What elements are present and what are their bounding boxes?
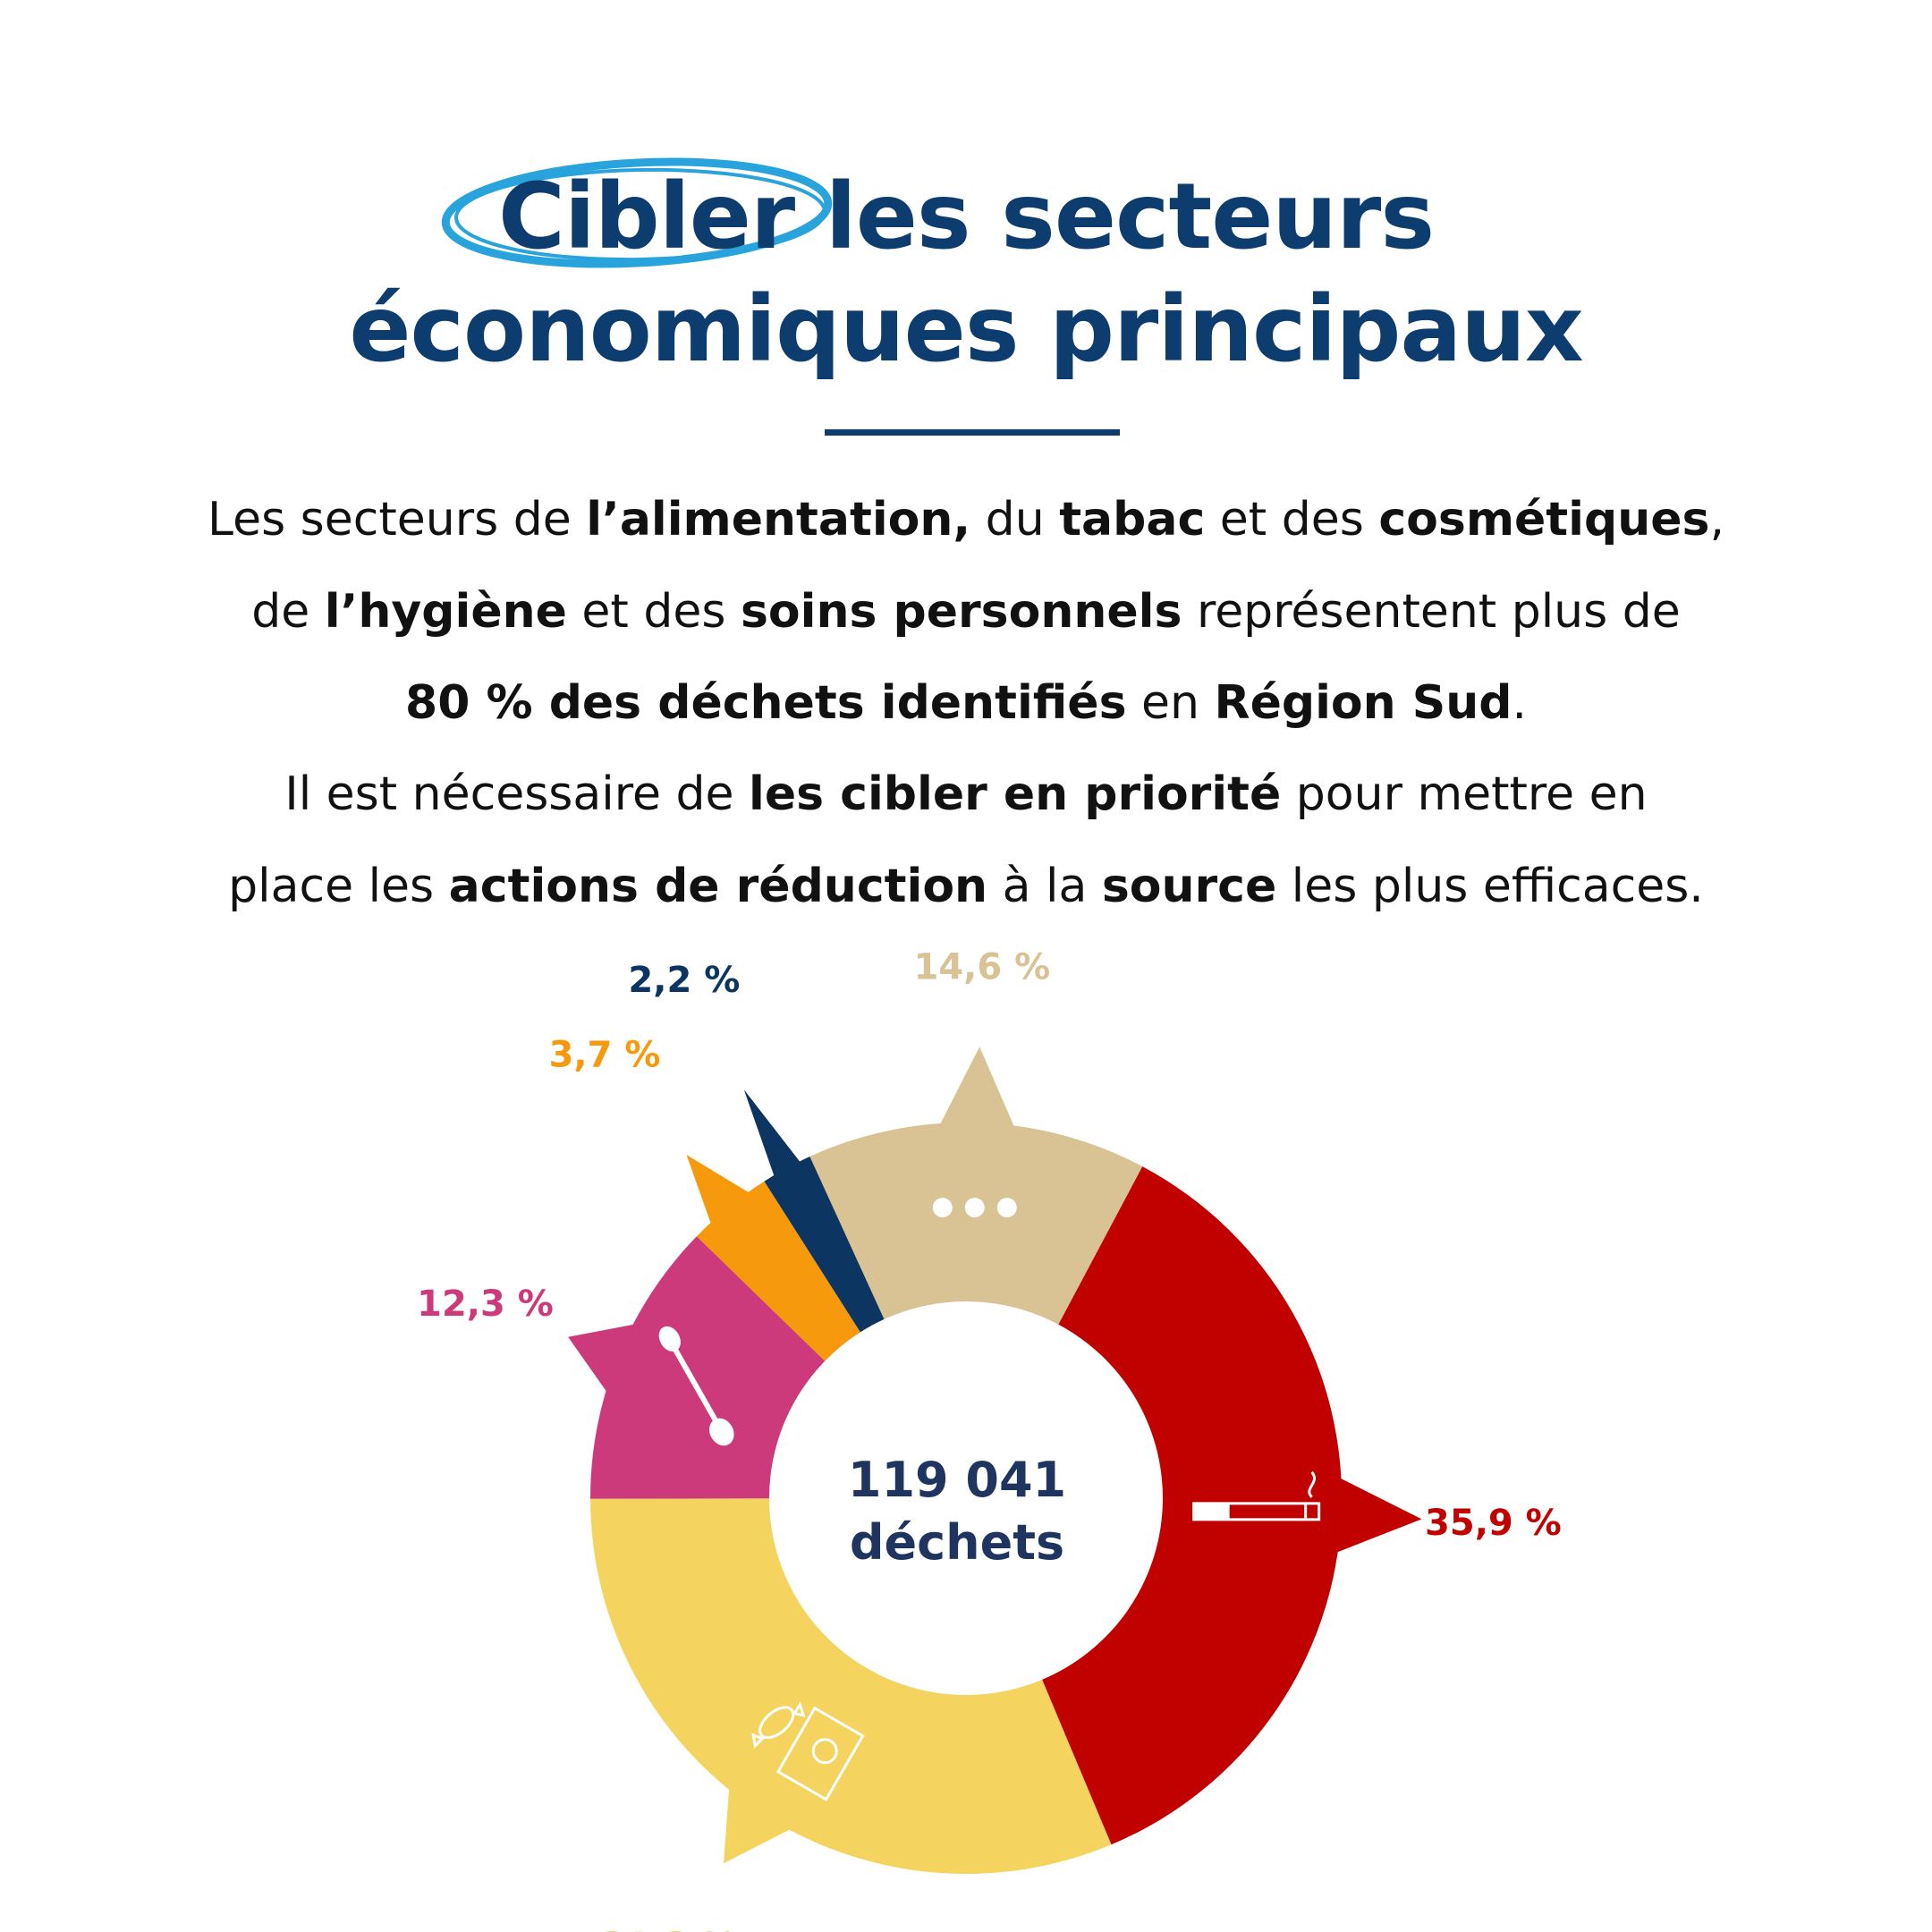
data-label-14-6: 14,6 % (914, 946, 1051, 987)
text: Il est nécessaire de (284, 767, 749, 821)
paragraph-line-1: Les secteurs de l’alimentation, du tabac… (89, 496, 1843, 543)
slice-2-2-pointer (743, 1089, 803, 1180)
text-bold: soins personnels (740, 585, 1182, 639)
paragraph-line-5: place les actions de réduction à la sour… (89, 863, 1843, 910)
paragraph-line-3: 80 % des déchets identifiés en Région Su… (89, 680, 1843, 726)
slice-3-7-pointer (686, 1155, 753, 1228)
slice-35-9 (1042, 1166, 1343, 1845)
text-bold: Région Sud (1214, 676, 1513, 730)
text: en (1126, 676, 1215, 730)
data-label-31-3: 31,3 % (601, 1926, 738, 1932)
text: représentent plus de (1182, 585, 1681, 639)
page-title-line-2: économiques principaux (349, 276, 1583, 383)
text-bold: l’alimentation, (586, 493, 971, 547)
slice-12-3 (590, 1236, 826, 1499)
text: , (1709, 493, 1724, 547)
text: et des (1205, 493, 1379, 547)
text-bold: source (1101, 860, 1277, 913)
text-bold: 80 % des déchets identifiés (405, 676, 1127, 730)
text: . (1512, 676, 1527, 730)
text: place les (228, 860, 449, 913)
slice-3-7 (696, 1181, 860, 1361)
title-divider (825, 429, 1120, 436)
text: à la (987, 860, 1102, 913)
data-label-12-3: 12,3 % (417, 1284, 554, 1325)
title-highlight-word: Cibler (497, 164, 795, 270)
cigarette-icon (1192, 1470, 1321, 1521)
text: Les secteurs de (208, 493, 587, 547)
page-title: Cibler les secteurs (0, 172, 1932, 263)
data-label-2-2: 2,2 % (628, 960, 740, 1001)
text: du (970, 493, 1060, 547)
text: de (251, 585, 325, 639)
circled-highlight-mark (441, 157, 833, 268)
text-bold: tabac (1059, 493, 1206, 547)
text: pour mettre en (1281, 767, 1648, 821)
center-label-line-1: 119 041 (848, 1452, 1066, 1508)
text: et des (566, 585, 741, 639)
slice-12-3-pointer (568, 1323, 639, 1396)
data-label-35-9: 35,9 % (1425, 1503, 1562, 1544)
title-line-1-rest: les secteurs (825, 164, 1435, 270)
text: les plus efficaces. (1276, 860, 1704, 913)
slice-31-3-pointer (723, 1784, 794, 1864)
ellipsis-icon (932, 1198, 1017, 1218)
slice-14-6-pointer (938, 1046, 1016, 1131)
text-bold: l’hygiène (324, 585, 567, 639)
text-bold: cosmétiques (1378, 493, 1710, 547)
data-label-3-7: 3,7 % (549, 1035, 661, 1076)
slice-31-3 (590, 1498, 1112, 1874)
slice-35-9-pointer (1333, 1476, 1422, 1555)
snack-wrapper-icon (751, 1701, 865, 1801)
slice-2-2 (764, 1156, 885, 1333)
cotton-swab-icon (658, 1326, 734, 1446)
center-label-line-2: déchets (850, 1514, 1064, 1571)
paragraph-line-4: Il est nécessaire de les cibler en prior… (89, 771, 1843, 818)
text-bold: actions de réduction (448, 860, 988, 913)
paragraph-line-2: de l’hygiène et des soins personnels rep… (89, 589, 1843, 635)
slice-14-6 (809, 1123, 1143, 1325)
text-bold: les cibler en priorité (749, 767, 1282, 821)
